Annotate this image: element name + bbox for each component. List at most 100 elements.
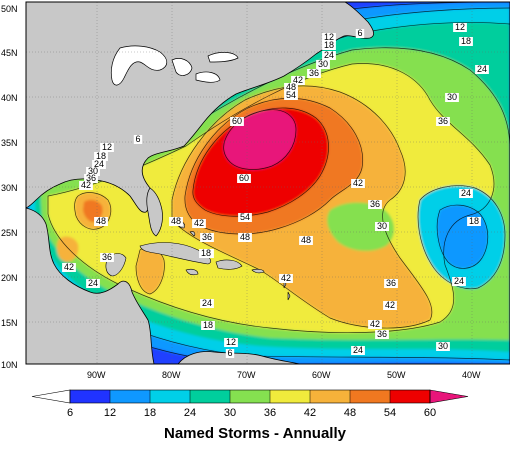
contour-label: 36 [368, 199, 382, 209]
contour-line-30 [47, 63, 495, 334]
contour-label: 36 [307, 68, 321, 78]
contour-label-text: 18 [96, 151, 106, 161]
contour-line-east-low [417, 185, 506, 290]
contour-label-text: 30 [447, 92, 457, 102]
contour-line-gulf [74, 192, 112, 230]
contour-label-text: 24 [88, 278, 98, 288]
contour-label-text: 42 [353, 178, 363, 188]
contour-label-text: 18 [203, 320, 213, 330]
contour-label: 24 [475, 64, 489, 74]
colorbar-tick-label: 60 [424, 407, 436, 419]
lat-label: 50N [1, 4, 18, 14]
contour-label-text: 6 [227, 348, 232, 358]
contour-label: 42 [368, 319, 382, 329]
lon-label: 80W [162, 370, 181, 380]
land-mexico-central-america [26, 207, 155, 364]
contour-label-text: 18 [201, 248, 211, 258]
contour-label-text: 30 [438, 341, 448, 351]
map-frame [25, 1, 510, 365]
contour-label-text: 18 [469, 216, 479, 226]
contour-label-text: 60 [239, 173, 249, 183]
contour-label: 24 [92, 159, 106, 169]
contour-label-text: 36 [377, 329, 387, 339]
lat-label: 30N [1, 183, 18, 193]
lat-label: 45N [1, 48, 18, 58]
contour-label: 42 [62, 262, 76, 272]
colorbar-segment [310, 390, 350, 403]
colorbar-tick-label: 24 [184, 407, 196, 419]
contour-label: 36 [375, 329, 389, 339]
lat-label: 10N [1, 360, 18, 370]
contour-label: 36 [200, 232, 214, 242]
contour-label-text: 12 [102, 142, 112, 152]
contour-label: 24 [86, 278, 100, 288]
contour-label-text: 24 [477, 64, 487, 74]
colorbar-tick-label: 42 [304, 407, 316, 419]
contour-label-text: 24 [353, 345, 363, 355]
contour-label: 18 [94, 151, 108, 161]
colorbar: 6 12 18 24 30 36 42 48 54 60 [31, 389, 469, 419]
contour-label-text: 36 [86, 173, 96, 183]
contour-label: 30 [316, 59, 330, 69]
lon-label: 50W [387, 370, 406, 380]
lat-label: 20N [1, 273, 18, 283]
contour-label: 24 [452, 276, 466, 286]
colorbar-tick-label: 54 [384, 407, 396, 419]
contour-label: 36 [384, 278, 398, 288]
contour-label: 48 [238, 232, 252, 242]
lon-label: 90W [87, 370, 106, 380]
contour-label-text: 24 [324, 50, 334, 60]
contour-label: 24 [322, 50, 336, 60]
contour-label: 18 [322, 40, 336, 50]
island-cuba [139, 242, 211, 265]
contour-bands [26, 2, 510, 364]
colorbar-segment [230, 390, 270, 403]
colorbar-tick-label: 12 [104, 407, 116, 419]
contour-label: 24 [351, 345, 365, 355]
contour-label-text: 42 [370, 319, 380, 329]
contour-label: 42 [291, 75, 305, 85]
contour-label-text: 12 [455, 22, 465, 32]
contour-label-text: 24 [454, 276, 464, 286]
lon-label: 60W [312, 370, 331, 380]
contour-label-text: 42 [194, 218, 204, 228]
contour-label-text: 30 [377, 221, 387, 231]
contour-label-text: 18 [461, 36, 471, 46]
contour-label: 12 [100, 142, 114, 152]
contour-label-text: 30 [88, 166, 98, 176]
contour-label: 42 [383, 300, 397, 310]
contour-label-text: 48 [286, 82, 296, 92]
band-gulf-48 [83, 199, 103, 222]
contour-label: 48 [94, 216, 108, 226]
contour-label: 24 [459, 188, 473, 198]
contour-label-text: 6 [135, 134, 140, 144]
colorbar-segment [350, 390, 390, 403]
contour-label-text: 30 [318, 59, 328, 69]
island-jamaica [185, 268, 199, 276]
colorbar-segment [70, 390, 110, 403]
colorbar-high-arrow [429, 389, 469, 404]
contour-label: 42 [79, 180, 93, 190]
contour-label-text: 42 [385, 300, 395, 310]
contour-label-text: 36 [102, 252, 112, 262]
colorbar-segment [390, 390, 430, 403]
contour-label-text: 54 [240, 212, 250, 222]
contour-label: 54 [238, 212, 252, 222]
map-title: Named Storms - Annually [164, 425, 346, 442]
contour-label: 30 [375, 221, 389, 231]
latitude-labels: 50N 45N 40N 35N 30N 25N 20N 15N 10N [1, 4, 18, 370]
contour-label: 60 [230, 116, 244, 126]
land-florida [146, 187, 163, 237]
contour-label: 42 [192, 218, 206, 228]
colorbar-tick-label: 30 [224, 407, 236, 419]
contour-label-text: 42 [293, 75, 303, 85]
contour-line-60 [223, 109, 297, 170]
lat-label: 40N [1, 93, 18, 103]
colorbar-segment [190, 390, 230, 403]
contour-label: 48 [169, 216, 183, 226]
contour-label-text: 18 [324, 40, 334, 50]
contour-label-text: 12 [226, 337, 236, 347]
contour-label-text: 42 [64, 262, 74, 272]
